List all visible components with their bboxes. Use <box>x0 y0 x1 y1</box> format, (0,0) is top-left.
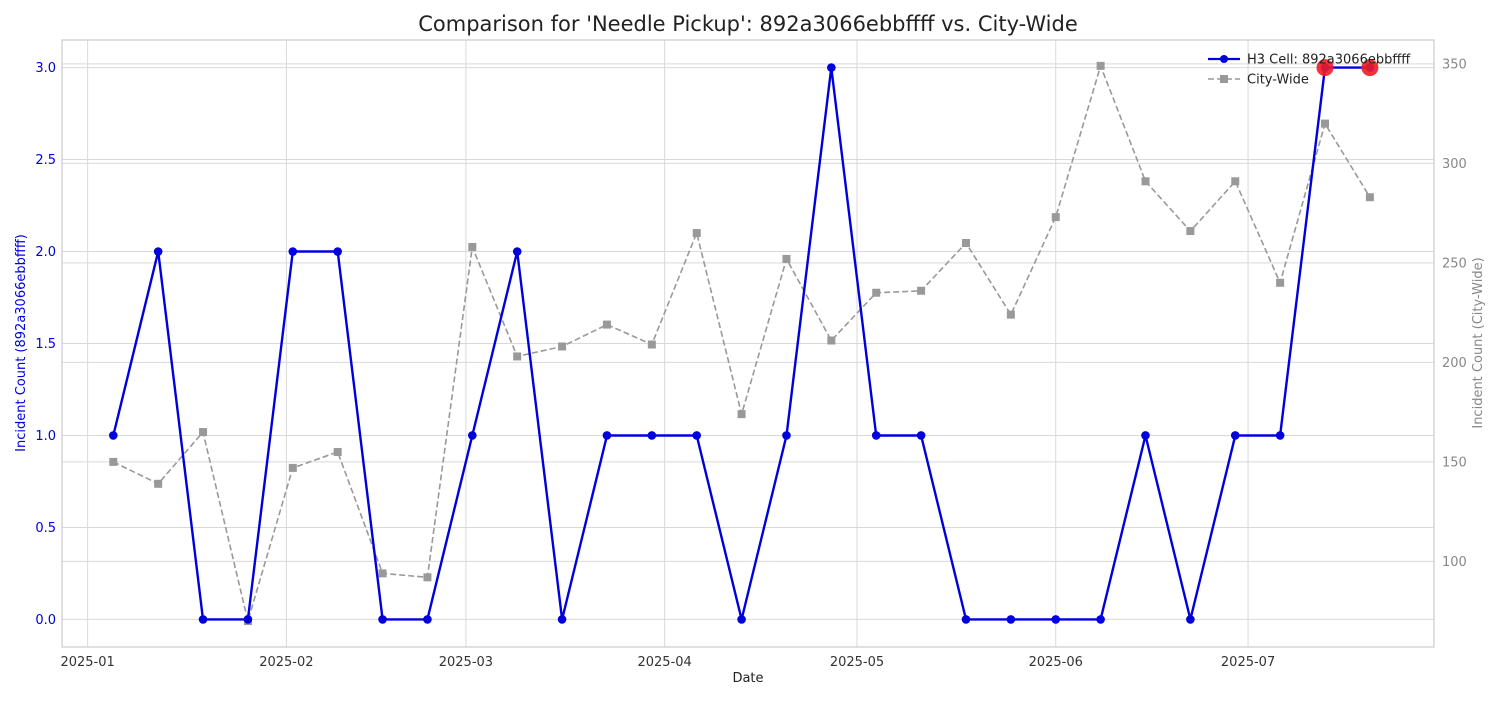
h3-cell-point <box>557 615 567 624</box>
h3-cell-point <box>1051 615 1061 624</box>
h3-cell-point <box>378 615 387 624</box>
h3-cell-point <box>423 615 432 624</box>
x-axis-label: Date <box>732 671 763 686</box>
y-left-tick-label: 0.5 <box>35 521 56 536</box>
city-wide-point <box>782 254 791 263</box>
legend-marker-h3-cell <box>1220 55 1228 63</box>
x-tick-label: 2025-04 <box>637 655 691 670</box>
h3-cell-point <box>108 431 118 440</box>
h3-cell-point <box>198 615 208 624</box>
city-wide-point <box>423 573 432 582</box>
city-wide-point <box>558 342 567 351</box>
h3-cell-point <box>871 431 881 440</box>
y-left-tick-label: 0.0 <box>35 613 56 628</box>
city-wide-point <box>154 479 163 488</box>
y-left-tick-label: 2.0 <box>35 245 56 260</box>
x-tick-label: 2025-02 <box>259 655 313 670</box>
city-wide-point <box>333 447 342 456</box>
city-wide-point <box>199 428 208 437</box>
y-right-tick-label: 300 <box>1442 157 1467 172</box>
x-tick-label: 2025-06 <box>1029 655 1083 670</box>
h3-cell-point <box>153 247 163 256</box>
h3-cell-point <box>782 431 791 440</box>
h3-cell-point <box>333 247 342 256</box>
x-tick-label: 2025-07 <box>1221 655 1275 670</box>
x-tick-label: 2025-01 <box>60 655 114 670</box>
city-wide-point <box>1365 193 1374 202</box>
h3-cell-point <box>1275 431 1285 440</box>
legend: H3 Cell: 892a3066ebbffff City-Wide <box>1208 53 1411 88</box>
y-left-tick-label: 1.0 <box>35 429 56 444</box>
city-wide-point <box>1186 227 1195 236</box>
city-wide-point <box>1321 119 1330 128</box>
y-left-axis-label: Incident Count (892a3066ebbffff) <box>14 234 29 452</box>
legend-label-city-wide: City-Wide <box>1247 73 1309 88</box>
series-layer <box>108 59 1379 626</box>
city-wide-point <box>917 286 926 295</box>
x-tick-label: 2025-05 <box>830 655 884 670</box>
city-wide-point <box>961 238 970 247</box>
h3-cell-point <box>1186 615 1195 624</box>
y-right-tick-label: 350 <box>1442 57 1467 72</box>
h3-cell-point <box>916 431 926 440</box>
legend-marker-city-wide <box>1220 75 1228 83</box>
city-wide-point <box>378 569 387 578</box>
city-wide-point <box>468 242 477 251</box>
city-wide-point <box>737 410 746 419</box>
y-right-tick-label: 100 <box>1442 555 1467 570</box>
city-wide-point <box>1006 310 1015 319</box>
city-wide-point <box>288 463 297 472</box>
h3-cell-point <box>647 431 657 440</box>
city-wide-point <box>1141 177 1150 186</box>
city-wide-point <box>1096 61 1105 70</box>
h3-cell-point <box>602 431 612 440</box>
y-left-axis-ticks: 0.0 0.5 1.0 1.5 2.0 2.5 3.0 <box>35 61 56 628</box>
chart-title: Comparison for 'Needle Pickup': 892a3066… <box>418 12 1078 36</box>
h3-cell-point <box>827 63 836 72</box>
x-axis-ticks: 2025-01 2025-02 2025-03 2025-04 2025-05 2025-… <box>60 655 1275 670</box>
h3-cell-point <box>692 431 702 440</box>
city-wide-point <box>513 352 522 361</box>
y-left-tick-label: 3.0 <box>35 61 56 76</box>
city-wide-point <box>1276 278 1285 287</box>
city-wide-point <box>1051 213 1060 222</box>
legend-label-h3-cell: H3 Cell: 892a3066ebbffff <box>1247 53 1411 68</box>
y-right-axis-ticks: 100 150 200 250 300 350 <box>1442 57 1467 570</box>
h3-cell-point <box>288 247 298 256</box>
y-left-tick-label: 2.5 <box>35 153 56 168</box>
h3-cell-point <box>737 615 746 624</box>
h3-cell-point <box>1006 615 1016 624</box>
h3-cell-point <box>243 615 253 624</box>
h3-cell-highlight-point <box>1361 59 1379 77</box>
city-wide-point <box>872 288 881 297</box>
y-right-tick-label: 250 <box>1442 256 1467 271</box>
city-wide-point <box>109 457 118 466</box>
y-right-tick-label: 200 <box>1442 356 1467 371</box>
h3-cell-point <box>1141 431 1150 440</box>
h3-cell-point <box>1230 431 1240 440</box>
city-wide-point <box>692 229 701 238</box>
h3-cell-highlight-point <box>1316 59 1334 77</box>
h3-cell-point <box>961 615 971 624</box>
h3-cell-point <box>1096 615 1105 624</box>
x-tick-label: 2025-03 <box>439 655 493 670</box>
y-right-axis-label: Incident Count (City-Wide) <box>1471 257 1486 428</box>
city-wide-point <box>602 320 611 329</box>
plot-frame <box>61 39 1435 648</box>
city-wide-point <box>1231 177 1240 186</box>
y-left-tick-label: 1.5 <box>35 337 56 352</box>
y-right-tick-label: 150 <box>1442 455 1467 470</box>
h3-cell-point <box>512 247 522 256</box>
city-wide-point <box>827 336 836 345</box>
h3-cell-point <box>468 431 477 440</box>
city-wide-point <box>647 340 656 349</box>
